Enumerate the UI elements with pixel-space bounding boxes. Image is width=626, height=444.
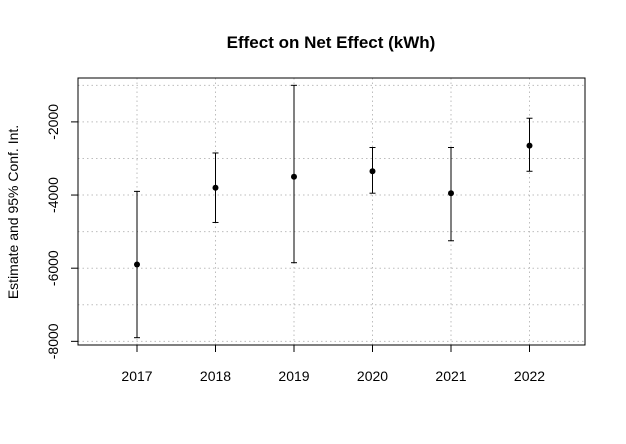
x-tick-label: 2021: [435, 368, 466, 384]
x-tick-label: 2022: [514, 368, 545, 384]
grid: [78, 78, 585, 345]
chart-title: Effect on Net Effect (kWh): [227, 33, 436, 52]
x-tick-label: 2018: [200, 368, 231, 384]
y-tick-label: -2000: [45, 104, 61, 140]
axes: 2017 2018 2019 2020 2021 2022 -8000 -6000 -4000 -…: [45, 104, 545, 384]
data-point: [369, 168, 376, 175]
data-point: [526, 142, 533, 149]
data-marks: [134, 84, 533, 339]
data-point: [291, 173, 297, 180]
y-tick-label: -6000: [45, 250, 61, 286]
plot-frame: [77, 77, 586, 346]
y-axis-label: Estimate and 95% Conf. Int.: [5, 125, 21, 299]
x-tick-label: 2020: [357, 368, 388, 384]
x-tick-label: 2017: [121, 368, 152, 384]
x-tick-label: 2019: [278, 368, 309, 384]
y-tick-label: -8000: [45, 323, 61, 359]
data-point: [212, 184, 219, 191]
data-point: [134, 261, 140, 268]
y-tick-label: -4000: [45, 177, 61, 213]
data-point: [448, 190, 454, 197]
